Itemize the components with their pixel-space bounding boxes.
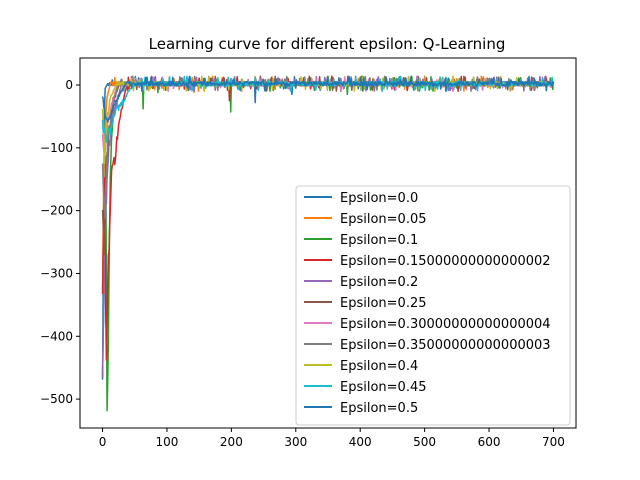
y-tick-label: −100 <box>40 141 73 155</box>
y-tick-label: −200 <box>40 204 73 218</box>
x-tick-label: 0 <box>99 435 107 449</box>
legend-label: Epsilon=0.15000000000000002 <box>340 254 551 269</box>
legend-box <box>296 186 570 425</box>
y-tick-label: −300 <box>40 266 73 280</box>
legend-label: Epsilon=0.35000000000000003 <box>340 338 551 353</box>
x-tick-label: 600 <box>478 435 501 449</box>
y-tick-label: −500 <box>40 392 73 406</box>
legend-label: Epsilon=0.30000000000000004 <box>340 317 551 332</box>
chart-title: Learning curve for different epsilon: Q-… <box>149 35 506 53</box>
legend-label: Epsilon=0.05 <box>340 212 427 227</box>
y-tick-label: 0 <box>65 78 73 92</box>
legend-label: Epsilon=0.0 <box>340 191 418 206</box>
legend-label: Epsilon=0.45 <box>340 380 427 395</box>
legend-label: Epsilon=0.2 <box>340 275 418 290</box>
series-line-8 <box>103 76 554 163</box>
legend-label: Epsilon=0.4 <box>340 359 418 374</box>
x-tick-label: 500 <box>413 435 436 449</box>
x-tick-label: 200 <box>220 435 243 449</box>
legend-label: Epsilon=0.1 <box>340 233 418 248</box>
x-tick-label: 700 <box>542 435 565 449</box>
legend-label: Epsilon=0.25 <box>340 296 427 311</box>
y-axis: 0 −100 −200 −300 −400 −500 <box>40 78 80 406</box>
x-axis: 0 100 200 300 400 500 600 700 <box>99 428 565 449</box>
x-tick-label: 100 <box>156 435 179 449</box>
series-line-10 <box>103 76 554 122</box>
y-tick-label: −400 <box>40 329 73 343</box>
legend: Epsilon=0.0 Epsilon=0.05 Epsilon=0.1 Epsilo… <box>296 186 570 425</box>
x-tick-label: 400 <box>349 435 372 449</box>
x-tick-label: 300 <box>284 435 307 449</box>
legend-label: Epsilon=0.5 <box>340 401 418 416</box>
